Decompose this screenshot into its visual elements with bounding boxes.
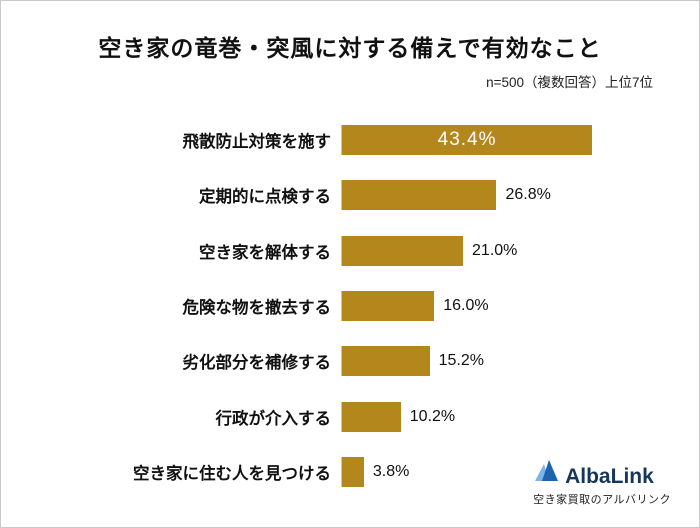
value-label: 26.8% <box>505 186 551 204</box>
category-label: 空き家を解体する <box>199 243 331 262</box>
chart-row: 劣化部分を補修する 15.2% <box>19 340 659 382</box>
chart-row: 飛散防止対策を施す 43.4% <box>19 119 659 161</box>
bar-track: 15.2% <box>341 346 659 377</box>
bar-track: 16.0% <box>341 290 659 321</box>
albalink-logo-icon <box>533 460 559 487</box>
category-label: 劣化部分を補修する <box>182 354 332 373</box>
bar <box>342 235 464 266</box>
chart-title: 空き家の竜巻・突風に対する備えで有効なこと <box>98 35 602 61</box>
category-label: 飛散防止対策を施す <box>182 133 332 151</box>
value-label: 43.4% <box>437 129 497 150</box>
bar <box>342 180 497 211</box>
value-label: 15.2% <box>438 352 484 370</box>
value-label: 3.8% <box>372 462 410 480</box>
albalink-logo-subtitle: 空き家買取のアルバリンク <box>533 494 671 506</box>
bar-track: 26.8% <box>341 180 659 211</box>
bar <box>342 290 435 321</box>
value-label: 16.0% <box>443 296 489 314</box>
albalink-logo: AlbaLink 空き家買取のアルバリンク <box>533 460 671 507</box>
chart-row: 定期的に点検する 26.8% <box>19 174 659 216</box>
chart-row: 行政が介入する 10.2% <box>19 396 659 438</box>
bar <box>342 346 430 377</box>
bar-track: 43.4% <box>341 125 659 155</box>
chart-row: 危険な物を撤去する 16.0% <box>19 285 659 327</box>
category-label: 危険な物を撤去する <box>182 298 332 317</box>
bar <box>342 401 401 432</box>
value-label: 10.2% <box>409 407 456 425</box>
albalink-logo-text: AlbaLink <box>565 465 654 488</box>
bar-track: 21.0% <box>341 235 659 266</box>
chart-row: 空き家に住む人を見つける 3.8% <box>19 451 659 493</box>
bar: 43.4% <box>342 125 593 155</box>
sample-size-note: n=500（複数回答）上位7位 <box>486 75 653 90</box>
value-label: 21.0% <box>472 241 518 259</box>
bar-track: 3.8% <box>341 456 659 487</box>
bar-track: 10.2% <box>341 401 659 432</box>
category-label: 行政が介入する <box>215 409 332 428</box>
bar-chart: 飛散防止対策を施す 43.4% 定期的に点検する 26.8% 空き家を解体する 21.0%… <box>19 119 659 493</box>
category-label: 定期的に点検する <box>199 188 331 207</box>
category-label: 空き家に住む人を見つける <box>133 464 331 483</box>
bar <box>342 456 364 487</box>
chart-row: 空き家を解体する 21.0% <box>19 230 659 272</box>
